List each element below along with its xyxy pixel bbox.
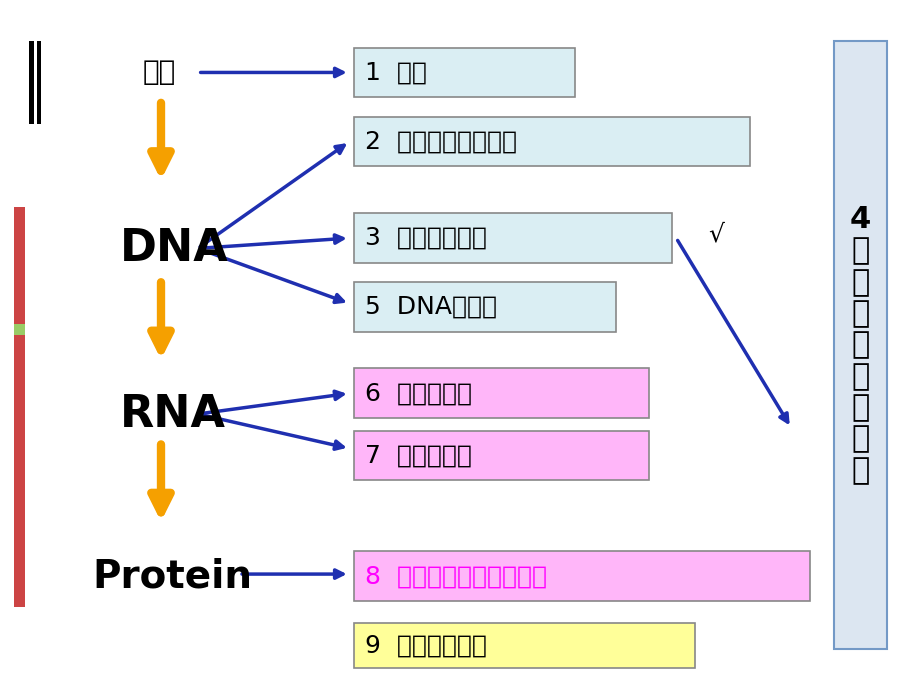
Bar: [37, 41, 41, 124]
Text: √: √: [708, 223, 723, 246]
Text: 3  基因与基因组: 3 基因与基因组: [365, 226, 486, 250]
Bar: [29, 41, 34, 124]
FancyBboxPatch shape: [354, 551, 809, 601]
Text: DNA: DNA: [119, 227, 228, 270]
Text: 4
癌
基
因
分
子
生
物
学: 4 癌 基 因 分 子 生 物 学: [848, 206, 870, 484]
Text: 8  蛋白质生物合成及加工: 8 蛋白质生物合成及加工: [365, 564, 547, 588]
Text: 5  DNA的复制: 5 DNA的复制: [365, 295, 496, 319]
Bar: [14, 207, 25, 324]
Text: RNA: RNA: [119, 393, 225, 435]
FancyBboxPatch shape: [354, 213, 671, 263]
Text: 绪论: 绪论: [142, 59, 176, 86]
FancyBboxPatch shape: [354, 622, 694, 668]
Bar: [14, 335, 25, 607]
Text: Protein: Protein: [92, 557, 252, 595]
Bar: [14, 324, 25, 335]
Text: 1  绪论: 1 绪论: [365, 61, 426, 84]
FancyBboxPatch shape: [354, 117, 749, 166]
FancyBboxPatch shape: [354, 431, 648, 480]
Text: 7  转录后加工: 7 转录后加工: [365, 444, 471, 467]
Text: 2  核酸的结构和性质: 2 核酸的结构和性质: [365, 130, 516, 153]
Text: 6  基因的转录: 6 基因的转录: [365, 382, 471, 405]
FancyBboxPatch shape: [354, 282, 616, 332]
FancyBboxPatch shape: [833, 41, 886, 649]
Text: 9  基因表达调控: 9 基因表达调控: [365, 633, 486, 657]
FancyBboxPatch shape: [354, 48, 574, 97]
FancyBboxPatch shape: [354, 368, 648, 418]
